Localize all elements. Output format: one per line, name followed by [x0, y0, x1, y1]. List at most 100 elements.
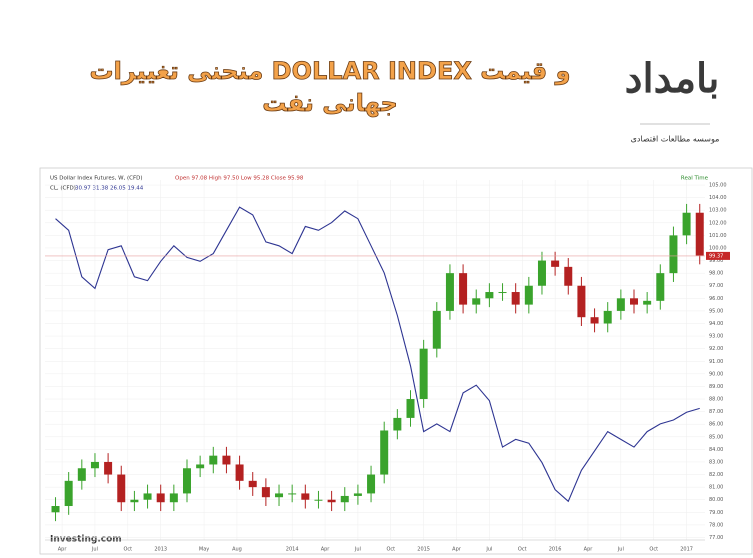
candle-body	[51, 506, 60, 513]
y-tick-label: 85.00	[709, 434, 723, 440]
y-tick-label: 79.00	[709, 510, 723, 516]
logo: بامداد	[625, 55, 720, 102]
x-tick-label: Apr	[58, 547, 68, 553]
candle-body	[524, 285, 533, 305]
candle-body	[643, 300, 652, 305]
candle-body	[301, 493, 310, 500]
source-logo: Investing.com	[50, 535, 122, 545]
candle-body	[222, 455, 231, 465]
legend-dollar: US Dollar Index Futures, W, (CFD)	[50, 176, 143, 182]
y-tick-label: 87.00	[709, 409, 723, 415]
candle-body	[537, 260, 546, 286]
x-tick-label: 2016	[549, 547, 562, 553]
candle-body	[511, 292, 520, 305]
x-tick-label: Jul	[91, 547, 98, 553]
candle-body	[340, 495, 349, 503]
y-tick-label: 88.00	[709, 397, 723, 403]
candle-body	[656, 273, 665, 301]
candle-body	[682, 212, 691, 236]
candle-body	[156, 493, 165, 503]
y-tick-label: 77.00	[709, 535, 723, 541]
x-tick-label: Oct	[124, 547, 133, 553]
x-tick-label: 2017	[680, 547, 693, 553]
candle-body	[182, 468, 191, 494]
x-tick-label: 2013	[154, 547, 167, 553]
candle-body	[551, 260, 560, 267]
x-tick-label: Oct	[649, 547, 658, 553]
last-price-box	[706, 251, 730, 260]
candle-body	[367, 474, 376, 494]
x-tick-label: Jul	[617, 547, 624, 553]
candle-body	[143, 493, 152, 500]
candle-body	[327, 499, 336, 503]
candle-body	[432, 310, 441, 349]
candle-body	[64, 480, 73, 507]
candle-body	[603, 310, 612, 324]
realtime: Real Time	[681, 176, 709, 182]
legend-oil-values: 30.97 31.38 26.05 19.44	[75, 186, 144, 192]
y-tick-label: 91.00	[709, 359, 723, 365]
x-tick-label: Apr	[452, 547, 462, 553]
y-tick-label: 103.00	[709, 208, 727, 214]
candle-body	[275, 493, 284, 498]
x-tick-label: Oct	[518, 547, 527, 553]
y-tick-label: 93.00	[709, 334, 723, 340]
candle-body	[353, 493, 362, 496]
candle-body	[616, 298, 625, 311]
y-tick-label: 99.00	[709, 258, 723, 264]
logo-caption: موسسه مطالعات اقتصادی	[631, 135, 720, 144]
y-tick-label: 96.00	[709, 296, 723, 302]
y-tick-label: 102.00	[709, 220, 727, 226]
y-tick-label: 105.00	[709, 183, 727, 189]
candle-body	[248, 480, 257, 488]
candle-body	[196, 464, 205, 469]
last-price-label: 99.37	[709, 253, 723, 259]
candle-body	[419, 348, 428, 400]
candle-body	[314, 499, 323, 501]
y-tick-label: 104.00	[709, 195, 727, 201]
y-tick-label: 90.00	[709, 371, 723, 377]
y-tick-label: 98.00	[709, 271, 723, 277]
candle-body	[130, 499, 139, 503]
y-tick-label: 78.00	[709, 522, 723, 528]
y-tick-label: 86.00	[709, 422, 723, 428]
legend-dollar-values: Open 97.08 High 97.50 Low 95.28 Close 95…	[175, 176, 304, 182]
candle-body	[77, 468, 86, 481]
y-tick-label: 97.00	[709, 283, 723, 289]
candle-body	[380, 430, 389, 475]
title-line1: منحنی تغییرات DOLLAR INDEX و قیمت	[90, 57, 571, 85]
x-tick-label: Apr	[321, 547, 331, 553]
x-tick-label: Oct	[386, 547, 395, 553]
x-tick-label: Jul	[485, 547, 492, 553]
y-tick-label: 84.00	[709, 447, 723, 453]
candle-body	[485, 292, 494, 299]
candle-body	[261, 487, 270, 498]
y-tick-label: 95.00	[709, 308, 723, 314]
y-tick-label: 100.00	[709, 245, 727, 251]
candle-body	[472, 298, 481, 305]
y-tick-label: 82.00	[709, 472, 723, 478]
candle-body	[669, 235, 678, 274]
candle-body	[90, 461, 99, 469]
y-tick-label: 101.00	[709, 233, 727, 239]
y-tick-label: 92.00	[709, 346, 723, 352]
x-tick-label: 2015	[417, 547, 430, 553]
candle-body	[564, 266, 573, 286]
legend-oil: CL, (CFD)	[50, 186, 76, 192]
candle-body	[209, 455, 218, 465]
candle-body	[117, 474, 126, 503]
y-tick-label: 81.00	[709, 485, 723, 491]
x-tick-label: Jul	[354, 547, 361, 553]
x-tick-label: Aug	[232, 547, 242, 553]
y-tick-label: 94.00	[709, 321, 723, 327]
candle-body	[288, 493, 297, 495]
y-tick-label: 80.00	[709, 497, 723, 503]
candle-body	[459, 273, 468, 305]
candle-body	[577, 285, 586, 318]
y-tick-label: 89.00	[709, 384, 723, 390]
candle-body	[104, 461, 113, 475]
oil-line	[55, 206, 700, 503]
candle-body	[498, 292, 507, 294]
chart-frame	[39, 167, 753, 555]
